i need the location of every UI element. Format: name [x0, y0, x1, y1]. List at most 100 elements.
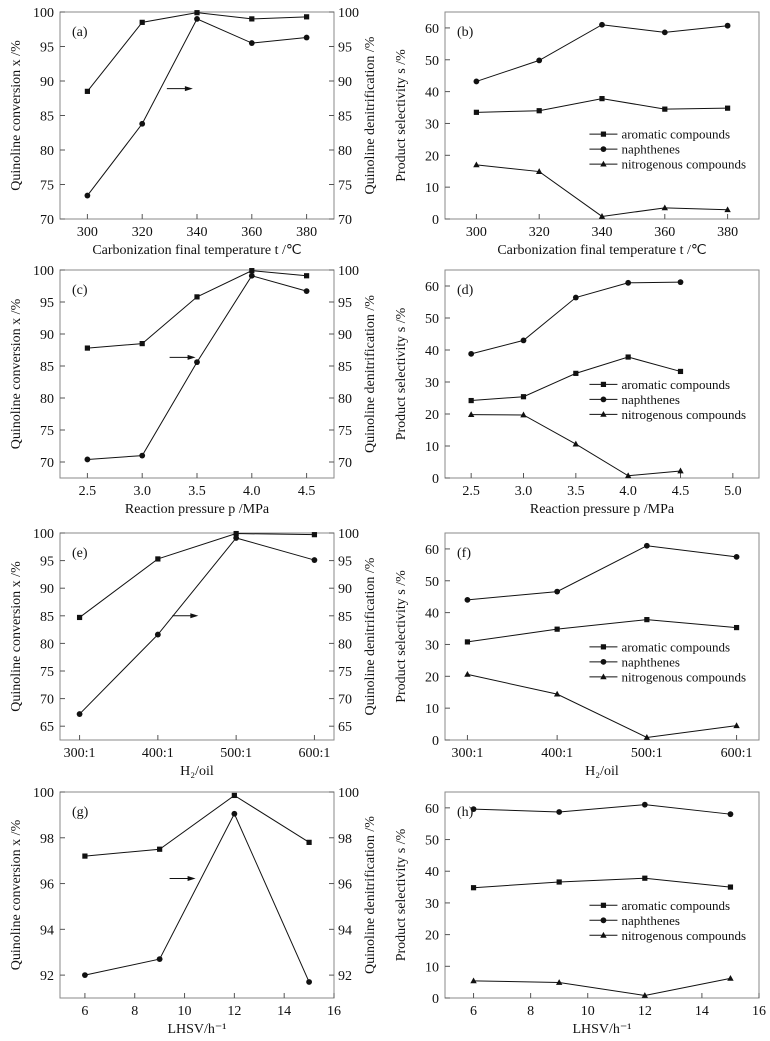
data-point-triangle	[643, 734, 651, 740]
y-tick-label: 80	[40, 144, 54, 159]
data-point-triangle	[555, 979, 563, 985]
data-point-square	[599, 96, 605, 102]
y-tick-label: 30	[425, 638, 439, 653]
legend-label: nitrogenous compounds	[621, 928, 746, 943]
data-point-square	[311, 532, 318, 538]
y-tick-label: 30	[425, 117, 439, 132]
chart-panel-g: 6 8 10 12 14 16 92 94 96 98 100 92 94 96 98 100 Quinolin…	[9, 786, 378, 1037]
data-point-circle	[139, 452, 146, 459]
x-tick-label: 4.0	[243, 484, 261, 499]
x-tick-label: 14	[695, 1004, 709, 1019]
y-tick-label: 20	[425, 408, 439, 423]
chart-panel-h: 6 8 10 12 14 16 0 10 20 30 40 50 60 LHSV/h⁻¹ Product s…	[394, 791, 766, 1037]
x-tick-label: 400:1	[142, 746, 174, 761]
x-axis-label: H₂/oil	[585, 764, 619, 779]
y-tick-label: 90	[40, 328, 54, 343]
data-point-square	[625, 354, 631, 360]
panel-label: (c)	[72, 283, 88, 298]
legend-label: aromatic compounds	[621, 639, 730, 654]
data-point-circle	[76, 711, 83, 717]
legend-marker-circle	[600, 146, 607, 153]
y-tick-label: 20	[425, 149, 439, 164]
x-tick-label: 300	[77, 225, 98, 240]
data-point-circle	[82, 972, 88, 979]
data-point-circle	[154, 631, 161, 638]
series-line-naphthenes	[467, 545, 737, 601]
x-tick-label: 16	[752, 1004, 766, 1019]
data-point-circle	[473, 78, 480, 85]
y2-tick-label: 85	[338, 610, 352, 625]
x-tick-label: 3.5	[188, 484, 206, 499]
legend-item: aromatic compounds	[589, 898, 730, 913]
y-tick-label: 80	[40, 637, 54, 652]
data-point-triangle	[464, 670, 471, 677]
data-point-circle	[248, 40, 255, 46]
legend-marker-triangle	[600, 160, 607, 167]
legend-item: nitrogenous compounds	[589, 669, 746, 684]
data-point-triangle	[677, 467, 684, 474]
x-tick-label: 3.5	[567, 484, 585, 499]
y-axis-label: Product selectivity s /%	[394, 828, 409, 961]
data-point-square	[733, 624, 740, 631]
x-tick-label: 360	[241, 225, 262, 240]
data-point-circle	[677, 279, 684, 286]
data-point-circle	[599, 21, 605, 28]
x-tick-label: 4.5	[672, 484, 690, 499]
panel-label: (d)	[457, 283, 474, 298]
right-axis-arrow-icon	[169, 354, 196, 360]
data-point-circle	[303, 288, 310, 295]
y-tick-label: 98	[40, 832, 54, 847]
data-point-triangle	[661, 204, 668, 211]
legend: aromatic compoundsnaphthenesnitrogenous …	[589, 639, 746, 684]
data-point-circle	[536, 57, 543, 64]
data-point-triangle	[467, 411, 475, 418]
data-point-circle	[248, 272, 255, 279]
series-line-quinoline-denitrification	[84, 812, 310, 983]
legend-item: naphthenes	[589, 392, 680, 407]
legend-item: nitrogenous compounds	[589, 928, 746, 943]
series-line-quinoline-conversion	[87, 12, 307, 92]
x-axis-label: Reaction pressure p /MPa	[125, 502, 270, 517]
arrow-head	[187, 354, 196, 360]
x-tick-label: 2.5	[462, 484, 480, 499]
series-line-naphthenes	[471, 281, 681, 355]
chart-panel-a: 300 320 340 360 380 70 75 80 85 90 95 100 70 75 80 85 90…	[9, 6, 378, 258]
series-line-quinoline-conversion	[84, 794, 310, 857]
data-point-square	[520, 394, 527, 400]
y2-tick-label: 100	[338, 527, 359, 542]
x-tick-label: 300:1	[451, 746, 483, 761]
data-point-square	[470, 885, 477, 891]
y-tick-label: 20	[425, 929, 439, 944]
data-point-circle	[156, 956, 163, 962]
arrow-head	[190, 613, 199, 619]
y-tick-label: 60	[425, 280, 439, 295]
y-tick-label: 10	[425, 960, 439, 975]
data-point-square	[84, 345, 90, 351]
series-line-nitrogenous-compounds	[473, 977, 731, 996]
y-tick-label: 100	[33, 527, 54, 542]
data-point-square	[194, 294, 200, 300]
panel-label: (h)	[457, 805, 474, 820]
data-point-circle	[625, 279, 632, 286]
x-tick-label: 4.5	[298, 484, 316, 499]
data-point-square	[642, 875, 648, 881]
y-tick-label: 95	[40, 41, 54, 56]
data-point-square	[473, 109, 479, 115]
y2-tick-label: 65	[338, 720, 352, 735]
y2-tick-label: 90	[338, 328, 352, 343]
y-tick-label: 70	[40, 213, 54, 228]
data-point-square	[249, 268, 255, 274]
legend-label: aromatic compounds	[621, 127, 730, 142]
x-tick-label: 2.5	[79, 484, 97, 499]
y-tick-label: 65	[40, 720, 54, 735]
y2-tick-label: 80	[338, 392, 352, 407]
legend-label: naphthenes	[621, 142, 679, 157]
data-point-circle	[194, 16, 200, 22]
y-tick-label: 40	[425, 344, 439, 359]
data-point-circle	[727, 811, 734, 818]
y-tick-label: 0	[432, 992, 439, 1007]
arrow-head	[184, 86, 193, 92]
y-tick-label: 10	[425, 702, 439, 717]
x-axis-label: Carbonization final temperature t /℃	[92, 243, 301, 258]
panel-label: (g)	[72, 805, 89, 820]
